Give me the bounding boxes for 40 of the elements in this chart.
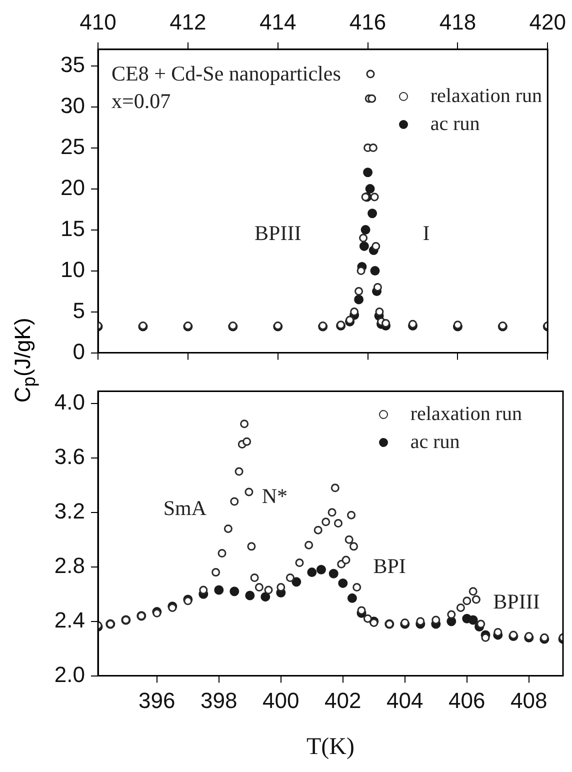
legend-label: relaxation run xyxy=(430,84,542,108)
y-tick-label: 30 xyxy=(60,92,85,118)
y-tick-label: 20 xyxy=(60,174,85,200)
y-tick-label: 10 xyxy=(60,256,85,282)
x-tick-label: 398 xyxy=(200,688,238,714)
legend-label: relaxation run xyxy=(410,402,522,426)
x-tick-label: 402 xyxy=(324,688,362,714)
legend-label: ac run xyxy=(410,430,460,454)
legend-label: ac run xyxy=(430,112,480,136)
annotation: I xyxy=(422,220,430,245)
annotation: BPIII xyxy=(493,590,540,614)
y-tick-label: 15 xyxy=(60,216,85,241)
y-tick-label: 4.0 xyxy=(54,390,85,415)
y-tick-label: 35 xyxy=(60,52,85,77)
x-tick-label: 410 xyxy=(80,9,116,34)
x-tick-label: 414 xyxy=(260,9,296,34)
annotation: BPI xyxy=(373,554,406,578)
y-tick-label: 25 xyxy=(60,134,85,159)
x-tick-label: 420 xyxy=(529,9,566,34)
x-tick-label: 400 xyxy=(262,688,300,714)
annotation: SmA xyxy=(163,496,208,520)
y-tick-label: 3.6 xyxy=(54,444,85,469)
y-tick-label: 2.8 xyxy=(54,552,85,578)
y-tick-label: 0 xyxy=(72,338,85,364)
annotation: BPIII xyxy=(254,220,302,245)
x-tick-label: 404 xyxy=(386,688,424,714)
y-tick-label: 3.2 xyxy=(54,498,85,524)
annotation: N* xyxy=(262,484,288,508)
x-axis-title: T(K) xyxy=(306,734,354,760)
x-tick-label: 406 xyxy=(448,688,486,714)
x-tick-label: 408 xyxy=(510,688,548,714)
y-tick-label: 5 xyxy=(72,298,85,323)
x-tick-label: 396 xyxy=(138,688,176,714)
x-tick-label: 416 xyxy=(349,9,386,34)
annotation: x=0.07 xyxy=(111,88,171,113)
x-tick-label: 412 xyxy=(170,9,206,34)
annotation: CE8 + Cd-Se nanoparticles xyxy=(111,62,341,86)
y-tick-label: 2.4 xyxy=(54,607,85,632)
y-tick-label: 2.0 xyxy=(54,662,85,687)
x-tick-label: 418 xyxy=(439,9,476,34)
